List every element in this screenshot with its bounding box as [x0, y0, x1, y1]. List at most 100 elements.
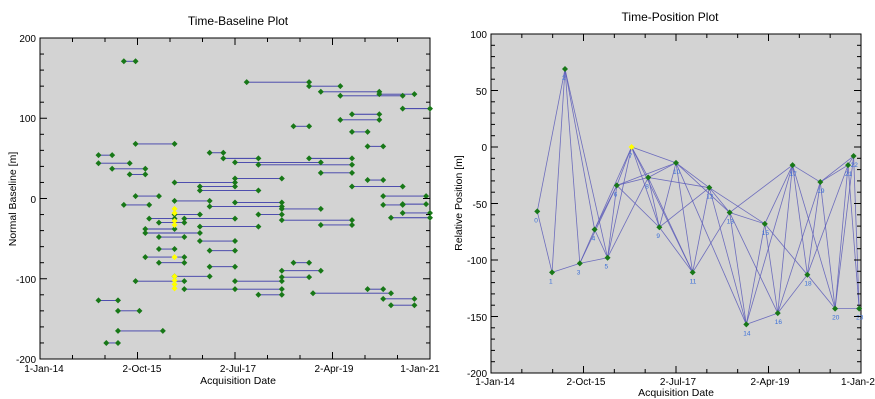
baseline-point	[310, 290, 316, 297]
position-point	[549, 269, 556, 276]
baseline-point	[380, 201, 387, 208]
baseline-point	[255, 223, 262, 230]
x-tick-label: 2-Jul-17	[220, 364, 257, 375]
y-tick-label: -100	[467, 256, 487, 267]
baseline-point	[290, 259, 297, 266]
position-point	[656, 224, 663, 231]
y-tick-label: 0	[481, 143, 487, 154]
position-edge	[607, 146, 632, 258]
position-edge	[746, 312, 778, 325]
point-index-label: 15	[762, 230, 770, 237]
baseline-point	[132, 58, 139, 65]
baseline-point	[337, 83, 344, 90]
baseline-point	[411, 91, 418, 98]
baseline-point	[95, 152, 102, 159]
position-edge	[594, 229, 608, 258]
baseline-point	[232, 286, 238, 293]
y-tick-label: -100	[16, 275, 36, 286]
point-index-label: 1	[549, 278, 553, 285]
y-tick-label: -200	[16, 355, 36, 366]
position-edge	[820, 155, 854, 183]
baseline-point	[278, 205, 285, 212]
position-edge	[745, 223, 766, 325]
baseline-highlight-point	[171, 281, 178, 288]
baseline-point	[232, 175, 238, 182]
y-axis-label: Normal Baseline [m]	[7, 152, 19, 247]
position-edge	[675, 162, 747, 325]
position-edge	[607, 177, 649, 258]
baseline-point	[337, 116, 344, 123]
position-edge	[631, 146, 677, 164]
time-baseline-chart: Time-Baseline Plot 200 100 0 -100 -200 1…	[7, 14, 440, 387]
baseline-point	[171, 225, 178, 232]
baseline-point	[399, 92, 406, 99]
position-edge	[847, 165, 860, 309]
baseline-point	[181, 215, 188, 222]
baseline-point	[196, 211, 203, 218]
x-tick-label: 2-Apr-19	[315, 364, 354, 375]
baseline-point	[399, 183, 406, 190]
baseline-point	[155, 234, 162, 241]
position-point	[743, 321, 750, 328]
baseline-point	[115, 327, 121, 334]
position-edge	[536, 68, 566, 212]
point-index-label: 22	[851, 162, 859, 169]
x-tick-label: 2-Oct-15	[567, 377, 606, 388]
baseline-point	[399, 201, 406, 208]
position-edge	[631, 146, 660, 228]
baseline-point	[306, 79, 313, 86]
baseline-highlight-point	[171, 277, 178, 284]
position-point	[789, 162, 796, 169]
baseline-point	[115, 307, 121, 314]
baseline-point	[349, 221, 355, 228]
y-tick-label: -150	[467, 313, 487, 324]
baseline-point	[220, 155, 227, 162]
baseline-point	[142, 171, 149, 178]
baseline-point	[159, 327, 166, 334]
point-index-label: 20	[832, 315, 840, 322]
baseline-point	[232, 199, 238, 206]
baseline-point	[306, 274, 313, 281]
x-tick-label: 2-Jul-17	[660, 377, 697, 388]
position-edge	[675, 162, 694, 273]
baseline-point	[306, 83, 313, 90]
baseline-point	[206, 273, 213, 280]
position-edge	[708, 187, 730, 213]
position-point	[706, 184, 713, 191]
point-index-label: 14	[743, 330, 751, 337]
baseline-point	[155, 193, 162, 200]
point-index-label: 6	[614, 191, 618, 198]
baseline-point	[146, 215, 153, 222]
point-index-label: 7	[629, 153, 633, 160]
baseline-point	[115, 339, 121, 346]
position-point	[761, 220, 768, 227]
baseline-point	[196, 230, 203, 237]
position-point	[628, 144, 635, 150]
position-edge	[607, 185, 618, 258]
baseline-point	[427, 214, 433, 221]
baseline-point	[399, 209, 406, 216]
point-index-label: 3	[577, 269, 581, 276]
baseline-highlight-point	[171, 254, 178, 261]
point-index-label: 2	[562, 75, 566, 82]
point-index-label: 10	[673, 169, 681, 176]
position-edge	[729, 164, 793, 213]
baseline-point	[364, 177, 371, 184]
position-edge	[647, 177, 660, 228]
position-edge	[792, 165, 808, 275]
position-point	[817, 179, 824, 186]
time-position-chart: Time-Position Plot 0 1 2 3 4 5 6 7 8 9 10 11 12 13 14 1…	[440, 0, 875, 399]
baseline-point	[155, 259, 162, 266]
position-edge	[709, 187, 766, 225]
position-edge	[579, 257, 608, 264]
baseline-point	[388, 214, 394, 221]
baseline-point	[171, 179, 178, 186]
baseline-point	[380, 143, 387, 150]
point-index-label: 12	[706, 194, 714, 201]
x-tick-label: 1-Jan-14	[475, 377, 515, 388]
baseline-points	[95, 58, 433, 346]
baseline-point	[132, 193, 139, 200]
chart-title: Time-Baseline Plot	[188, 14, 289, 28]
baseline-point	[232, 215, 238, 222]
baseline-point	[109, 165, 116, 172]
